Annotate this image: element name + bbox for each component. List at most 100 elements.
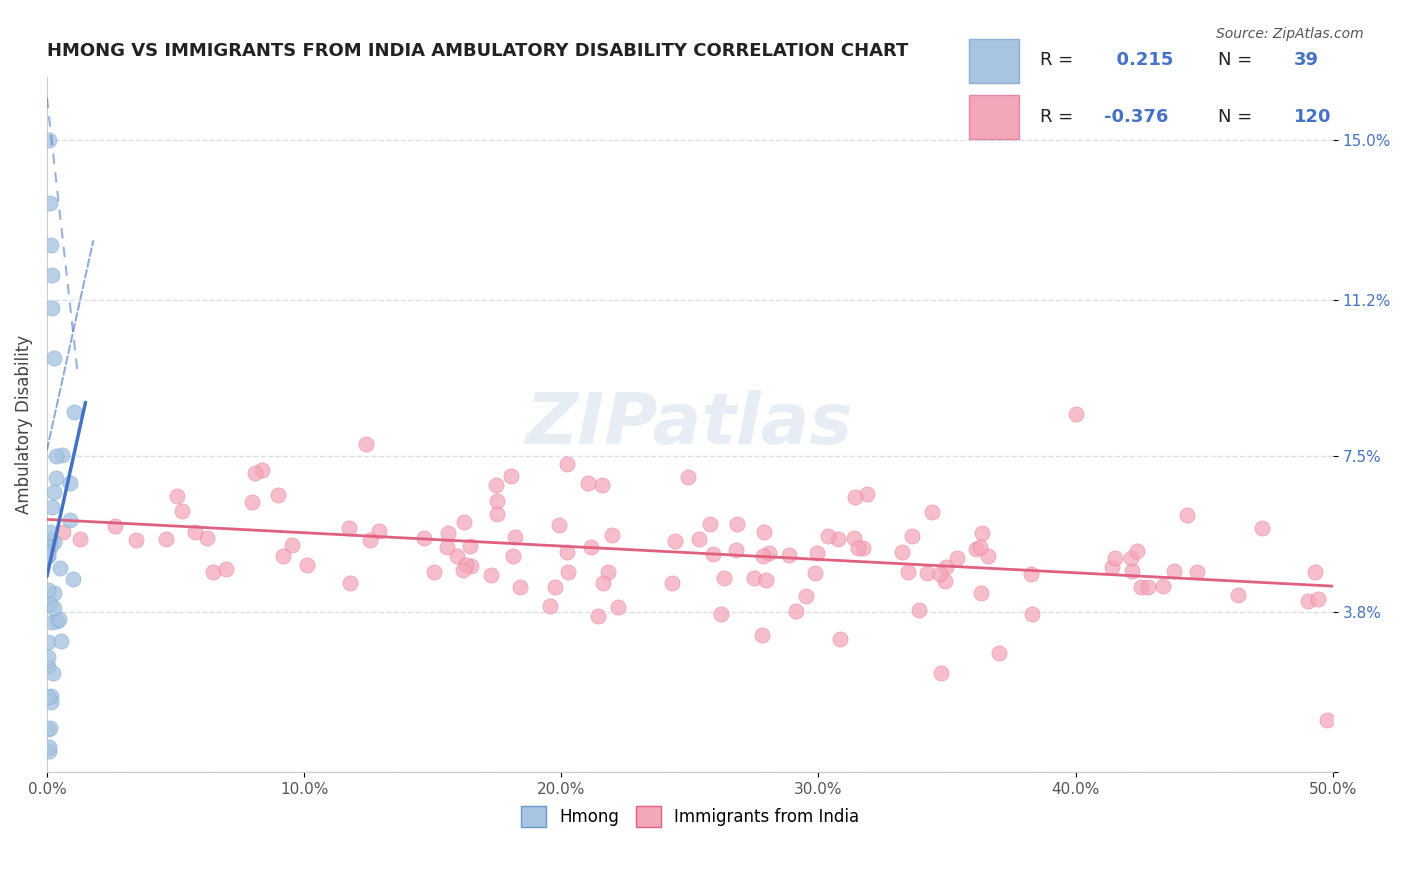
Point — [446, 549, 468, 564]
Point — [46, 614, 69, 628]
Point — [45, 449, 67, 463]
Point — [713, 571, 735, 585]
Point — [598, 565, 620, 579]
Point — [1175, 508, 1198, 523]
Text: N =: N = — [1218, 108, 1251, 126]
Point — [37, 650, 59, 665]
Point — [891, 544, 914, 558]
Text: ZIPatlas: ZIPatlas — [526, 390, 853, 458]
Point — [49, 634, 72, 648]
Point — [576, 475, 599, 490]
Point — [921, 505, 943, 519]
Point — [1136, 580, 1159, 594]
Text: Source: ZipAtlas.com: Source: ZipAtlas.com — [1216, 27, 1364, 41]
Point — [502, 549, 524, 563]
Point — [59, 475, 82, 490]
Point — [104, 518, 127, 533]
Point — [62, 572, 84, 586]
Point — [48, 612, 70, 626]
Point — [752, 525, 775, 540]
Point — [725, 543, 748, 558]
Point — [907, 603, 929, 617]
Point — [538, 599, 561, 613]
Point — [844, 490, 866, 504]
Point — [742, 571, 765, 585]
Point — [453, 516, 475, 530]
Point — [1250, 521, 1272, 535]
Point — [39, 238, 62, 252]
Text: N =: N = — [1218, 52, 1251, 70]
Y-axis label: Ambulatory Disability: Ambulatory Disability — [15, 334, 32, 514]
Bar — [969, 39, 1019, 83]
Point — [1163, 564, 1185, 578]
Point — [39, 694, 62, 708]
Point — [215, 561, 238, 575]
Point — [422, 565, 444, 579]
Point — [897, 566, 920, 580]
Point — [785, 604, 807, 618]
Point — [794, 590, 817, 604]
Point — [965, 541, 987, 556]
Point — [38, 740, 60, 755]
Point — [339, 575, 361, 590]
Point — [45, 471, 67, 485]
Point — [37, 549, 59, 563]
Point — [806, 546, 828, 560]
Point — [38, 525, 60, 540]
Point — [195, 531, 218, 545]
Point — [702, 547, 724, 561]
Point — [413, 532, 436, 546]
Point — [38, 744, 60, 758]
Point — [579, 540, 602, 554]
Point — [503, 530, 526, 544]
Point — [499, 469, 522, 483]
Point — [38, 721, 60, 735]
Point — [266, 488, 288, 502]
Point — [592, 576, 614, 591]
Point — [688, 533, 710, 547]
Point — [243, 466, 266, 480]
Point — [664, 534, 686, 549]
Point — [1064, 407, 1087, 421]
Text: 39: 39 — [1294, 52, 1319, 70]
Point — [41, 301, 63, 316]
Point — [460, 558, 482, 573]
Point — [486, 508, 509, 522]
Text: R =: R = — [1040, 52, 1074, 70]
Point — [485, 493, 508, 508]
Point — [1298, 594, 1320, 608]
Point — [454, 558, 477, 572]
Point — [436, 525, 458, 540]
Point — [509, 580, 531, 594]
Point — [846, 541, 869, 556]
Point — [458, 539, 481, 553]
Point — [63, 405, 86, 419]
Point — [51, 448, 73, 462]
Point — [485, 478, 508, 492]
Point — [1316, 714, 1339, 728]
Point — [557, 565, 579, 579]
Text: 0.215: 0.215 — [1104, 52, 1173, 70]
Point — [42, 484, 65, 499]
Point — [44, 534, 66, 549]
Point — [155, 532, 177, 546]
Point — [39, 196, 62, 211]
Point — [436, 540, 458, 554]
Point — [281, 538, 304, 552]
Point — [1303, 565, 1326, 579]
Point — [929, 567, 952, 582]
Point — [588, 609, 610, 624]
Point — [37, 549, 59, 563]
Point — [1130, 580, 1153, 594]
Point — [41, 615, 63, 629]
Point — [901, 529, 924, 543]
Point — [48, 561, 70, 575]
Point — [1019, 567, 1042, 582]
Point — [42, 585, 65, 599]
Point — [778, 548, 800, 562]
Point — [1101, 559, 1123, 574]
Point — [970, 586, 993, 600]
Point — [1121, 565, 1143, 579]
Point — [827, 532, 849, 546]
Point — [1104, 551, 1126, 566]
